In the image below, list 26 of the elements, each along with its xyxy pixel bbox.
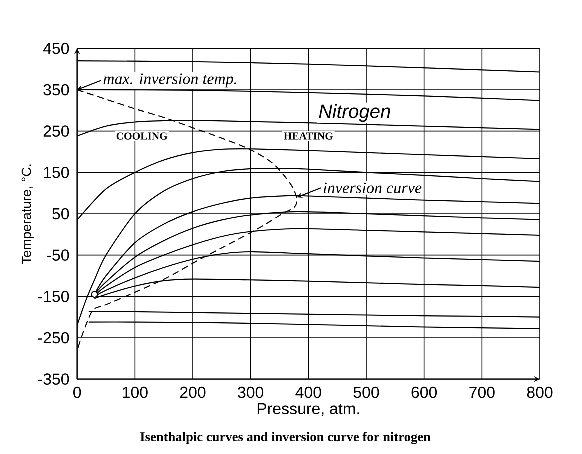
y-tick-label: 150	[44, 167, 70, 178]
annotation: inversion curve	[324, 182, 422, 194]
text: Isenthalpic curves and inversion curve for nitrogen	[140, 432, 431, 444]
y-tick-label: 350	[44, 84, 70, 96]
annotation: max. inversion temp.	[104, 74, 236, 88]
y-tick-label: 50	[52, 208, 70, 220]
x-tick-label: 800	[527, 386, 553, 398]
x-tick-label: 600	[412, 386, 438, 398]
x-tick-label: 500	[354, 386, 380, 398]
x-axis-title: Pressure, atm.	[258, 403, 360, 416]
y-tick-label: 450	[43, 43, 70, 54]
y-tick-label: -250	[38, 332, 70, 344]
annotation: Nitrogen	[319, 104, 390, 122]
x-tick-label: 300	[238, 386, 264, 398]
x-tick-label: 200	[180, 386, 206, 398]
y-tick-label: -50	[47, 250, 70, 261]
y-tick-label: 250	[44, 126, 70, 137]
annotation: COOLING	[116, 132, 168, 140]
annotation: HEATING	[284, 132, 334, 140]
y-tick-label: -150	[38, 291, 70, 302]
x-tick-label: 100	[123, 386, 148, 398]
x-tick-label: 700	[470, 386, 495, 398]
y-tick-label: -350	[38, 374, 70, 385]
y-axis-title: Temperature, °C.	[22, 164, 34, 264]
x-tick-label: 0	[74, 386, 82, 398]
x-tick-label: 400	[296, 386, 322, 398]
